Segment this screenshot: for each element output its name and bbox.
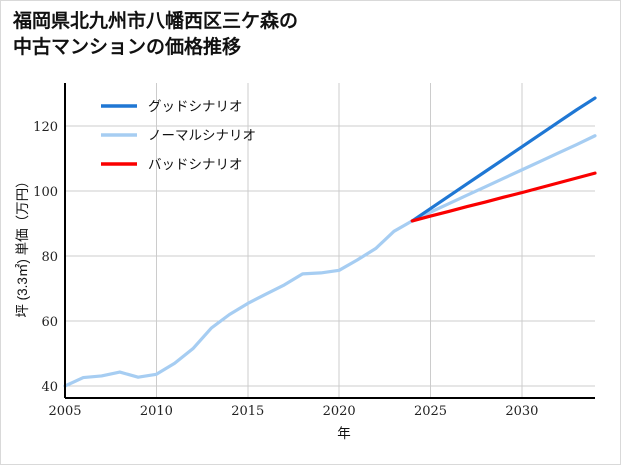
y-tick-label: 120 [33,120,58,135]
y-tick-label: 100 [33,185,58,200]
axis-spines [63,83,595,400]
y-axis-title: 坪 (3.3㎡) 単価（万円） [15,174,30,317]
y-tick-label: 40 [41,380,58,395]
series-line [410,96,597,223]
legend-label: バッドシナリオ [148,157,243,172]
y-axis-tick-labels: 40 60 80 100 120 [33,120,58,395]
x-tick-label: 2030 [505,404,538,419]
x-tick-label: 2025 [414,404,447,419]
x-tick-label: 2015 [231,404,264,419]
x-axis-tick-labels: 2005 2010 2015 2020 2025 2030 [48,404,538,419]
y-tick-label: 80 [41,250,58,265]
gridlines-group [64,83,595,398]
legend-label: ノーマルシナリオ [148,128,256,143]
y-tick-label: 60 [41,315,58,330]
series-line [410,171,597,223]
series-line [63,134,597,388]
x-axis-title: 年 [337,426,351,441]
series-group [63,96,597,388]
page-title: 福岡県北九州市八幡西区三ケ森の 中古マンションの価格推移 [13,11,299,58]
x-tick-label: 2005 [48,404,81,419]
legend-label: グッドシナリオ [148,99,243,114]
x-tick-label: 2010 [140,404,173,419]
x-tick-label: 2020 [323,404,356,419]
